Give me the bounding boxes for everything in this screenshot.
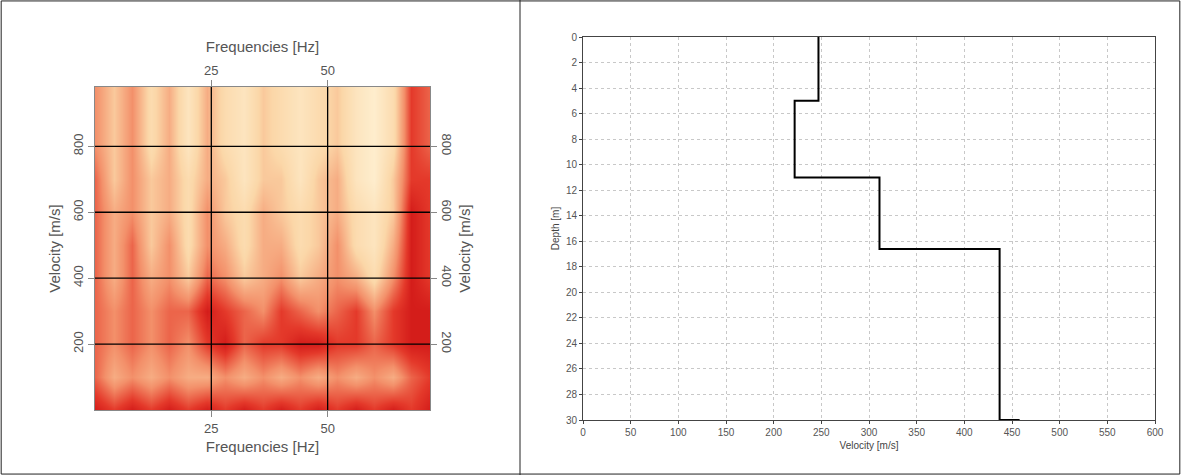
svg-text:400: 400	[71, 265, 86, 287]
svg-text:10: 10	[566, 159, 578, 170]
svg-text:300: 300	[861, 427, 878, 438]
svg-text:100: 100	[670, 427, 687, 438]
svg-text:Velocity [m/s]: Velocity [m/s]	[46, 204, 63, 292]
svg-text:800: 800	[439, 134, 454, 156]
svg-text:6: 6	[571, 108, 577, 119]
svg-text:2: 2	[571, 57, 577, 68]
svg-text:350: 350	[908, 427, 925, 438]
svg-text:Velocity [m/s]: Velocity [m/s]	[456, 204, 473, 292]
svg-text:550: 550	[1099, 427, 1116, 438]
svg-text:0: 0	[571, 32, 577, 43]
svg-text:200: 200	[439, 331, 454, 353]
svg-text:200: 200	[765, 427, 782, 438]
svg-text:Frequencies [Hz]: Frequencies [Hz]	[206, 438, 319, 455]
svg-text:Frequencies [Hz]: Frequencies [Hz]	[206, 38, 319, 55]
svg-text:Velocity [m/s]: Velocity [m/s]	[840, 440, 899, 451]
svg-text:8: 8	[571, 134, 577, 145]
svg-text:150: 150	[718, 427, 735, 438]
svg-text:600: 600	[71, 199, 86, 221]
svg-text:50: 50	[625, 427, 637, 438]
svg-text:18: 18	[566, 261, 578, 272]
svg-text:0: 0	[580, 427, 586, 438]
svg-text:14: 14	[566, 210, 578, 221]
svg-text:12: 12	[566, 185, 578, 196]
svg-text:450: 450	[1004, 427, 1021, 438]
svg-text:500: 500	[1051, 427, 1068, 438]
svg-text:600: 600	[439, 199, 454, 221]
svg-text:26: 26	[566, 363, 578, 374]
svg-text:24: 24	[566, 338, 578, 349]
svg-text:25: 25	[204, 421, 218, 436]
svg-text:400: 400	[439, 265, 454, 287]
svg-text:600: 600	[1147, 427, 1164, 438]
svg-text:22: 22	[566, 312, 578, 323]
svg-text:400: 400	[956, 427, 973, 438]
svg-text:200: 200	[71, 331, 86, 353]
svg-text:16: 16	[566, 236, 578, 247]
svg-text:50: 50	[320, 421, 334, 436]
svg-text:30: 30	[566, 415, 578, 426]
svg-text:250: 250	[813, 427, 830, 438]
svg-text:50: 50	[320, 63, 334, 78]
svg-text:20: 20	[566, 287, 578, 298]
svg-text:25: 25	[204, 63, 218, 78]
svg-text:Depth [m]: Depth [m]	[550, 207, 561, 251]
svg-text:28: 28	[566, 389, 578, 400]
svg-text:4: 4	[571, 83, 577, 94]
svg-text:800: 800	[71, 134, 86, 156]
